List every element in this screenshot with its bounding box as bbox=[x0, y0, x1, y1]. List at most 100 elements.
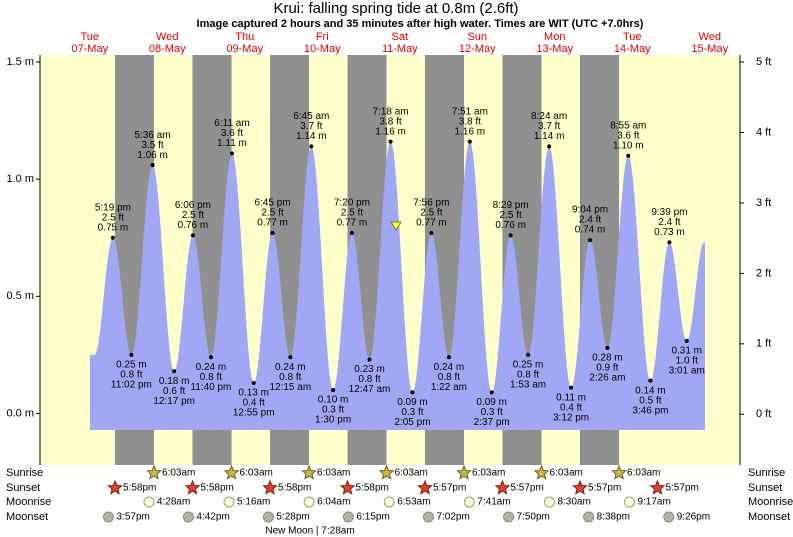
tide-label: 0.8 ft bbox=[438, 372, 460, 383]
tide-label: 5:19 pm bbox=[95, 202, 131, 213]
tide-label: 0.3 ft bbox=[481, 407, 503, 418]
tide-label: 6:06 pm bbox=[175, 200, 211, 211]
tide-label: 3.7 ft bbox=[300, 121, 322, 132]
row-label-right: Sunrise bbox=[748, 467, 785, 479]
row-time: 6:15pm bbox=[356, 512, 389, 523]
row-label: Moonset bbox=[6, 511, 48, 523]
y2-tick-label: 1 ft bbox=[756, 338, 771, 350]
row-time: 4:42pm bbox=[196, 512, 229, 523]
moonrise-icon bbox=[543, 496, 555, 508]
sunrise-icon bbox=[456, 464, 472, 480]
tide-point bbox=[270, 231, 275, 236]
y-tick-label: 1.0 m bbox=[6, 173, 34, 185]
row-time: 5:16am bbox=[237, 497, 270, 508]
y2-tick-label: 0 ft bbox=[756, 408, 771, 420]
tide-point bbox=[410, 390, 415, 395]
moon-phase: New Moon | 7:28am bbox=[265, 526, 354, 537]
tide-label: 0.73 m bbox=[654, 227, 685, 238]
tide-label: 0.5 ft bbox=[639, 395, 661, 406]
moonrise-icon bbox=[623, 496, 635, 508]
tide-label: 1:22 am bbox=[431, 382, 467, 393]
day-date: 12-May bbox=[459, 43, 496, 55]
day-date: 10-May bbox=[304, 43, 341, 55]
tide-label: 0.75 m bbox=[98, 222, 129, 233]
tide-label: 1.06 m bbox=[137, 150, 168, 161]
tide-label: 8:24 am bbox=[531, 111, 567, 122]
tide-point bbox=[208, 355, 213, 360]
moonset-icon bbox=[342, 511, 354, 523]
tide-label: 0.24 m bbox=[434, 362, 465, 373]
tide-label: 2.5 ft bbox=[420, 208, 442, 219]
tide-label: 3:12 pm bbox=[553, 412, 589, 423]
tide-label: 11:02 pm bbox=[111, 380, 152, 391]
tide-label: 0.8 ft bbox=[517, 370, 539, 381]
day-name: Fri bbox=[316, 31, 329, 43]
row-time: 6:04am bbox=[317, 497, 350, 508]
day-name: Tue bbox=[623, 31, 642, 43]
tide-label: 0.74 m bbox=[575, 225, 606, 236]
tide-label: 0.09 m bbox=[397, 397, 428, 408]
tide-label: 0.8 ft bbox=[358, 374, 380, 385]
row-time: 6:03am bbox=[240, 468, 273, 479]
tide-label: 0.11 m bbox=[556, 392, 586, 403]
tide-area bbox=[90, 141, 705, 430]
row-time: 6:53am bbox=[397, 497, 430, 508]
tide-point bbox=[605, 345, 610, 350]
sunset-icon bbox=[184, 479, 201, 495]
tide-label: 0.31 m bbox=[671, 345, 702, 356]
tide-label: 2.5 ft bbox=[102, 212, 124, 223]
row-time: 5:58pm bbox=[201, 483, 234, 494]
tide-point bbox=[172, 369, 177, 374]
tide-label: 0.13 m bbox=[238, 388, 269, 399]
tide-point bbox=[288, 355, 293, 360]
tide-label: 12:47 am bbox=[349, 384, 391, 395]
tide-label: 8:29 pm bbox=[493, 200, 529, 211]
sunrise-icon bbox=[146, 464, 162, 480]
tide-label: 0.76 m bbox=[495, 220, 526, 231]
row-time: 9:26pm bbox=[677, 512, 710, 523]
tide-label: 0.4 ft bbox=[243, 398, 265, 409]
tide-label: 0.09 m bbox=[476, 397, 507, 408]
moonrise-icon bbox=[143, 496, 155, 508]
tide-label: 1.0 ft bbox=[676, 355, 698, 366]
row-time: 4:28am bbox=[157, 497, 190, 508]
sunset-icon bbox=[417, 479, 433, 495]
day-name: Thu bbox=[235, 31, 254, 43]
tide-label: 2.5 ft bbox=[261, 208, 283, 219]
moonrise-icon bbox=[463, 496, 475, 508]
tide-point bbox=[508, 233, 513, 238]
row-time: 8:38pm bbox=[597, 512, 630, 523]
day-name: Wed bbox=[156, 31, 178, 43]
tide-label: 0.9 ft bbox=[596, 362, 618, 373]
tide-label: 0.25 m bbox=[513, 360, 544, 371]
row-time: 5:28pm bbox=[276, 512, 309, 523]
tide-label: 12:55 pm bbox=[233, 408, 275, 419]
tide-label: 2.4 ft bbox=[579, 215, 601, 226]
sunset-icon bbox=[339, 479, 356, 495]
tide-label: 1:30 pm bbox=[315, 415, 351, 426]
row-label: Sunset bbox=[6, 482, 40, 494]
day-date: 08-May bbox=[149, 43, 186, 55]
tide-point bbox=[489, 390, 494, 395]
tide-label: 6:11 am bbox=[214, 118, 249, 129]
moonset-icon bbox=[103, 511, 115, 523]
chart-title: Krui: falling spring tide at 0.8m (2.6ft… bbox=[273, 0, 518, 17]
tide-point bbox=[446, 355, 451, 360]
tide-label: 7:20 pm bbox=[334, 198, 370, 209]
tide-point bbox=[110, 235, 115, 240]
moonrise-icon bbox=[383, 496, 395, 508]
sunrise-icon bbox=[378, 464, 395, 480]
tide-label: 1.16 m bbox=[455, 126, 486, 137]
tide-point bbox=[190, 233, 195, 238]
tide-point bbox=[526, 352, 531, 357]
tide-label: 2.5 ft bbox=[500, 210, 522, 221]
tide-label: 0.25 m bbox=[116, 360, 147, 371]
tide-label: 0.23 m bbox=[354, 364, 385, 375]
tide-point bbox=[648, 378, 653, 383]
day-date: 14-May bbox=[614, 43, 651, 55]
tide-label: 1:53 am bbox=[510, 380, 546, 391]
day-name: Sat bbox=[391, 31, 408, 43]
tide-label: 3.6 ft bbox=[221, 128, 243, 139]
tide-label: 2.5 ft bbox=[182, 210, 204, 221]
row-time: 7:02pm bbox=[436, 512, 469, 523]
